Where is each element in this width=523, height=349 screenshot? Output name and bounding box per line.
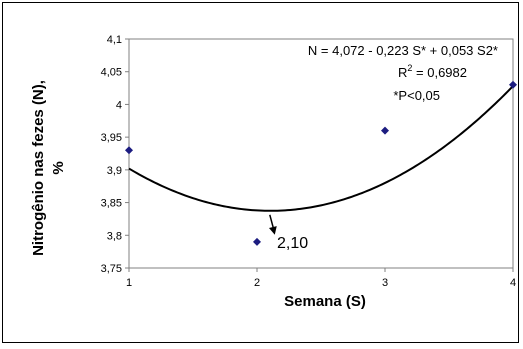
x-tick-label: 2: [254, 277, 260, 289]
y-tick-label: 4,05: [101, 67, 122, 79]
y-tick-label: 3,95: [101, 132, 122, 144]
y-tick-label: 3,8: [107, 230, 122, 242]
significance-text: *P<0,05: [393, 88, 440, 103]
data-point: [125, 146, 133, 155]
minimum-label: 2,10: [277, 235, 308, 252]
data-point: [381, 126, 389, 135]
y-axis-title-line2: %: [50, 161, 67, 174]
y-tick-label: 4: [116, 99, 122, 111]
y-tick-label: 3,9: [107, 165, 122, 177]
x-axis-title: Semana (S): [284, 293, 366, 310]
y-axis-title: Nitrogênio nas fezes (N), %: [30, 80, 67, 256]
r-squared-text: R2 = 0,6982: [398, 63, 467, 80]
data-point: [253, 237, 261, 246]
y-tick-label: 4,1: [107, 34, 122, 46]
y-tick-label: 3,85: [101, 198, 122, 210]
y-axis-title-line1: Nitrogênio nas fezes (N),: [30, 80, 47, 256]
minimum-arrow: [268, 214, 277, 235]
y-tick-label: 3,75: [101, 263, 122, 275]
chart-frame: 3,75 3,8 3,85 3,9 3,95 4 4,05 4,1 1 2 3 4 2,10 N =…: [2, 2, 519, 343]
trendline: [128, 85, 514, 212]
data-point: [509, 80, 517, 89]
x-tick-label: 3: [382, 277, 388, 289]
data-points: [125, 80, 517, 246]
y-axis-ticks: 3,75 3,8 3,85 3,9 3,95 4 4,05 4,1: [101, 34, 129, 275]
chart: 3,75 3,8 3,85 3,9 3,95 4 4,05 4,1 1 2 3 4 2,10 N =…: [30, 34, 517, 310]
x-tick-label: 1: [126, 277, 132, 289]
equation-text: N = 4,072 - 0,223 S* + 0,053 S2*: [308, 43, 498, 58]
x-axis-ticks: 1 2 3 4: [126, 268, 516, 289]
x-tick-label: 4: [510, 277, 516, 289]
